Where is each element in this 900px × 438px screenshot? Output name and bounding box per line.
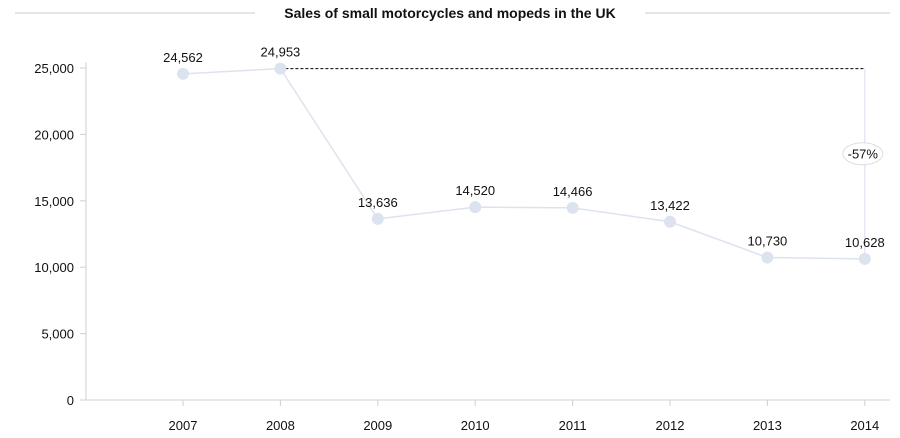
chart-title: Sales of small motorcycles and mopeds in…: [284, 5, 615, 21]
data-label: 10,730: [748, 234, 788, 249]
data-label: 10,628: [845, 235, 885, 250]
data-point: [371, 212, 384, 225]
data-point: [469, 201, 482, 214]
x-tick-label: 2012: [656, 418, 685, 433]
data-labels-group: 24,562 24,953 13,636 14,520 14,466 13,422 10,7…: [163, 45, 885, 250]
data-label: 13,636: [358, 195, 398, 210]
data-point: [274, 62, 287, 75]
chart-title-group: Sales of small motorcycles and mopeds in…: [15, 5, 890, 21]
data-point: [177, 67, 189, 80]
x-tick-label: 2014: [850, 418, 879, 433]
x-tick-label: 2013: [753, 418, 782, 433]
y-tick-label: 20,000: [34, 127, 74, 142]
y-tick-label: 5,000: [41, 327, 74, 342]
change-annotation: -57%: [280, 68, 884, 259]
x-tick-label: 2008: [266, 418, 295, 433]
y-axis-ticks: 0 5,000 10,000 15,000 20,000 25,000: [34, 61, 86, 408]
data-label: 24,953: [261, 45, 301, 60]
y-tick-label: 10,000: [34, 260, 74, 275]
change-percent-label: -57%: [848, 147, 879, 162]
series-group: [177, 62, 871, 265]
data-point: [761, 251, 774, 264]
y-tick-label: 0: [67, 393, 74, 408]
data-point: [858, 252, 871, 265]
data-point: [664, 215, 676, 228]
x-tick-label: 2011: [559, 418, 587, 433]
x-tick-label: 2009: [363, 418, 392, 433]
data-label: 14,466: [553, 184, 593, 199]
x-axis-ticks: 2007 2008 2009 2010 2011 2012 2013 2014: [169, 400, 879, 433]
x-tick-label: 2007: [169, 418, 198, 433]
x-tick-label: 2010: [461, 418, 490, 433]
axes-group: [85, 62, 890, 401]
y-tick-label: 15,000: [34, 194, 74, 209]
data-point: [566, 201, 579, 214]
data-label: 13,422: [650, 198, 690, 213]
y-tick-label: 25,000: [34, 61, 74, 76]
data-label: 14,520: [455, 183, 495, 198]
change-bubble: [842, 142, 884, 166]
data-label: 24,562: [163, 50, 203, 65]
series-line: [182, 67, 865, 260]
